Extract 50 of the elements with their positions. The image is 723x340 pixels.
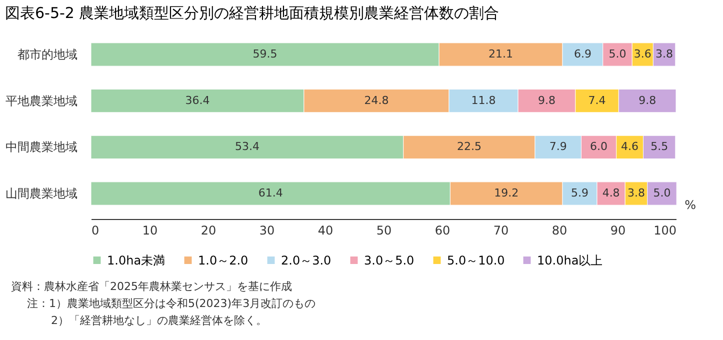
data-label: 6.0: [590, 140, 608, 154]
data-label: 19.2: [494, 186, 519, 200]
data-label: 7.9: [549, 140, 567, 154]
y-tick-label: 中間農業地域: [6, 140, 78, 154]
text: 注：1）農業地域類型区分は令和5(2023)年3月改訂のもの: [27, 297, 316, 310]
x-tick-label: 80: [552, 224, 568, 238]
data-label: 3.8: [656, 47, 674, 60]
data-label: 4.8: [602, 186, 620, 200]
data-label: 6.9: [574, 47, 592, 60]
data-label: 11.8: [471, 94, 496, 107]
legend-label: 1.0ha未満: [107, 253, 166, 268]
data-label: 9.8: [638, 94, 656, 107]
data-label: 3.8: [627, 186, 645, 200]
x-tick-label: 100: [654, 224, 676, 238]
y-tick-label: 平地農業地域: [6, 94, 78, 108]
x-tick-label: 30: [259, 224, 275, 238]
data-label: 9.8: [538, 94, 556, 107]
data-label: 7.4: [588, 94, 606, 107]
x-tick-label: 90: [610, 224, 626, 238]
data-label: 24.8: [364, 94, 389, 107]
data-label: 3.6: [634, 47, 652, 60]
x-tick-label: 60: [434, 224, 450, 238]
data-label: 21.1: [488, 47, 514, 60]
y-tick-label: 山間農業地域: [6, 186, 78, 201]
x-tick-label: 20: [200, 224, 216, 238]
legend-label: 10.0ha以上: [537, 253, 603, 268]
data-label: 59.5: [252, 47, 278, 60]
data-label: 5.9: [571, 186, 589, 200]
data-label: 5.0: [653, 186, 671, 200]
x-tick-label: 10: [142, 224, 158, 238]
text: 資料：農林水産省「2025年農林業センサス」を基に作成: [11, 280, 292, 293]
x-axis-title: %: [684, 198, 696, 212]
chart-title: 図表6-5-2 農業地域類型区分別の経営耕地面積規模別農業経営体数の割合: [5, 4, 500, 22]
legend-label: 2.0～3.0: [281, 253, 332, 268]
x-tick-label: 40: [318, 224, 334, 238]
x-tick-label: 0: [92, 224, 100, 238]
x-tick-label: 50: [376, 224, 392, 238]
x-tick-label: 70: [493, 224, 509, 238]
legend-label: 1.0～2.0: [198, 253, 248, 268]
text: 2）「経営耕地なし」の農業経営体を除く。: [51, 314, 267, 327]
data-label: 61.4: [258, 186, 283, 200]
data-label: 53.4: [234, 140, 260, 154]
data-label: 5.5: [650, 140, 668, 154]
data-label: 5.0: [608, 47, 626, 60]
y-tick-label: 都市的地域: [18, 47, 78, 62]
data-label: 4.6: [621, 140, 639, 154]
legend-label: 5.0～10.0: [447, 253, 505, 268]
data-label: 22.5: [456, 140, 482, 154]
data-label: 36.4: [185, 94, 210, 107]
legend-label: 3.0～5.0: [364, 253, 414, 268]
